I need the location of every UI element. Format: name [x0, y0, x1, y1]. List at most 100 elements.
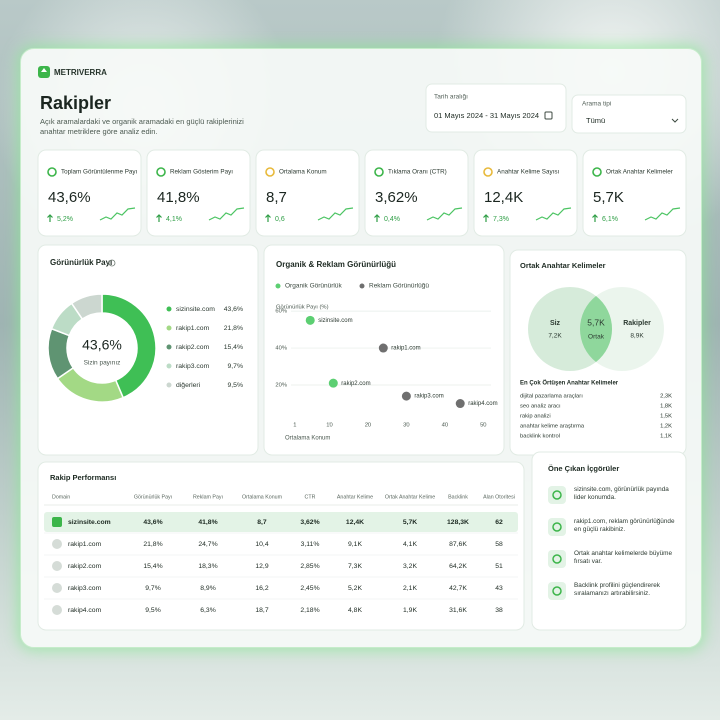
legend-value: 15,4% — [224, 344, 243, 351]
cell: 128,3K — [447, 519, 469, 526]
kpi-value: 3,62% — [375, 189, 418, 206]
venn-left-label: Siz — [550, 320, 561, 327]
cell: 2,1K — [403, 585, 417, 592]
sparkline — [99, 207, 136, 221]
legend-label: sizinsite.com — [176, 306, 215, 313]
legend-value: 43,6% — [224, 306, 243, 313]
x-tick-label: 10 — [326, 423, 332, 429]
legend-value: 9,5% — [228, 382, 244, 389]
type-filter[interactable] — [571, 94, 687, 134]
kpi-change: 6,1% — [602, 216, 618, 223]
y-tick-label: 60% — [275, 309, 287, 315]
keyword: seo analiz aracı — [520, 404, 561, 410]
insight-glyph — [552, 586, 562, 596]
cell: 21,8% — [143, 541, 162, 548]
x-tick-label: 20 — [365, 423, 371, 429]
cell: 8,7 — [257, 519, 267, 526]
cell: 4,8K — [348, 607, 362, 614]
insight-text: rakip1.com, reklam görünürlüğünde en güç… — [574, 518, 675, 534]
cell: 12,4K — [346, 519, 364, 526]
cell: 5,7K — [403, 519, 417, 526]
date-filter[interactable] — [425, 83, 567, 133]
keyword: dijital pazarlama araçları — [520, 394, 583, 400]
domain-icon — [52, 605, 62, 615]
cell: 31,6K — [449, 607, 467, 614]
legend-label: rakip3.com — [176, 363, 210, 370]
sparkline — [317, 207, 354, 221]
kpi-icon — [47, 167, 57, 177]
cell: 9,1K — [348, 541, 362, 548]
cell: rakip2.com — [68, 563, 102, 570]
sparkline — [208, 207, 245, 221]
cell: 4,1K — [403, 541, 417, 548]
legend-label: Organik Görünürlük — [285, 283, 342, 290]
column-header: Domain — [52, 494, 70, 500]
keyword-count: 1,8K — [660, 404, 672, 410]
list-title: En Çok Örtüşen Anahtar Kelimeler — [520, 380, 619, 387]
legend-swatch — [166, 363, 172, 369]
scatter-point — [455, 399, 465, 409]
legend-swatch — [166, 325, 172, 331]
brand: METRIVERRA — [54, 68, 107, 77]
domain-icon — [52, 561, 62, 571]
cell: 51 — [495, 563, 503, 570]
center-caption: Sizin payınız — [84, 360, 121, 367]
y-axis-label: Görünürlük Payı (%) — [276, 305, 329, 311]
cell: 5,2K — [348, 585, 362, 592]
cell: 10,4 — [255, 541, 268, 548]
cell: 3,62% — [300, 519, 319, 526]
kpi-value: 43,6% — [48, 189, 91, 206]
kpi-change: 4,1% — [166, 216, 182, 223]
column-header: CTR — [305, 494, 316, 500]
legend-label: rakip1.com — [176, 325, 210, 332]
cell: 38 — [495, 607, 503, 614]
kpi-label: Ortak Anahtar Kelimeler — [606, 169, 673, 176]
column-header: Ortalama Konum — [242, 494, 283, 500]
cell: 64,2K — [449, 563, 467, 570]
x-tick-label: 50 — [480, 423, 486, 429]
cell: 18,7 — [255, 607, 268, 614]
kpi-icon — [483, 167, 493, 177]
card-title: Öne Çıkan İçgörüler — [548, 464, 619, 473]
kpi-icon — [265, 167, 275, 177]
venn-overlap — [579, 296, 613, 362]
page-subtitle: Açık aramalardaki ve organik aramadaki e… — [40, 117, 244, 136]
point-label: rakip4.com — [468, 401, 497, 407]
kpi-icon — [592, 167, 602, 177]
up-arrow — [265, 214, 271, 222]
chart-title: Görünürlük Payı — [50, 258, 112, 267]
cell: 9,5% — [145, 607, 161, 614]
venn-right-value: 8,9K — [630, 333, 644, 340]
legend-value: 9,7% — [228, 363, 244, 370]
card-title: Rakip Performansı — [50, 473, 116, 482]
sparkline — [535, 207, 572, 221]
venn-left-value: 7,2K — [548, 333, 562, 340]
scatter-point — [378, 343, 388, 353]
keyword-count: 1,1K — [660, 434, 672, 440]
insight-icon — [548, 550, 566, 568]
cell: 43 — [495, 585, 503, 592]
scatter-point — [328, 378, 338, 388]
cell: 3,11% — [301, 541, 320, 548]
cell: 8,9% — [200, 585, 216, 592]
sparkline — [426, 207, 463, 221]
keyword-count: 1,5K — [660, 414, 672, 420]
x-tick-label: 1 — [293, 423, 296, 429]
column-header: Reklam Payı — [193, 494, 223, 500]
venn-center-value: 5,7K — [587, 317, 605, 327]
y-tick-label: 20% — [275, 383, 287, 389]
legend-label: diğerleri — [176, 382, 201, 389]
cell: 41,8% — [198, 519, 217, 526]
cell: 58 — [495, 541, 503, 548]
kpi-label: Anahtar Kelime Sayısı — [497, 169, 560, 176]
cell: 9,7% — [145, 585, 161, 592]
chevron — [671, 118, 679, 123]
venn-center-label: Ortak — [588, 334, 605, 341]
legend-swatch — [275, 283, 281, 289]
kpi-label: Toplam Görüntülenme Payı — [61, 169, 138, 176]
keyword: backlink kontrol — [520, 434, 560, 440]
card — [37, 461, 525, 631]
up-arrow — [374, 214, 380, 222]
